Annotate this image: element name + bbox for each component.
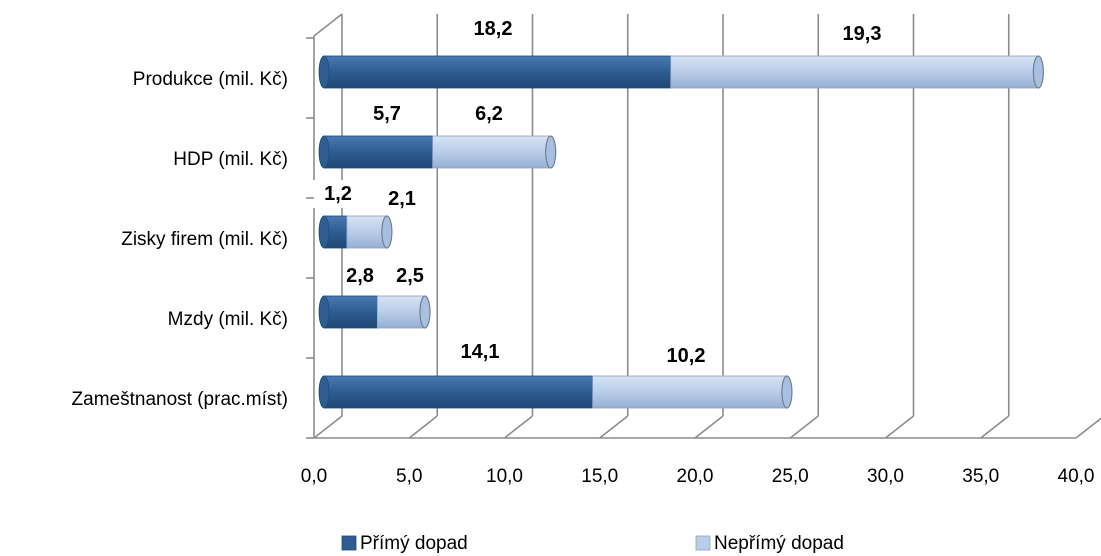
data-label: 2,1 (388, 188, 416, 210)
bar-end-cap (781, 375, 793, 409)
floor-gridline (599, 415, 629, 439)
bar-end-cap (381, 215, 393, 249)
legend-swatch (341, 535, 357, 551)
data-label: 5,7 (373, 103, 401, 125)
category-label: HDP (mil. Kč) (173, 149, 288, 170)
legend-label: Přímý dopad (360, 533, 468, 554)
chart-legend: Přímý dopad Nepřímý dopad (341, 533, 844, 554)
floor-gridline (1075, 417, 1101, 439)
data-label: 19,3 (843, 23, 882, 45)
bar-start-cap (318, 375, 330, 409)
data-label: 2,8 (346, 265, 374, 287)
chart-bars (318, 55, 1044, 409)
data-label: 18,2 (474, 18, 513, 40)
x-tick-label: 35,0 (962, 466, 999, 487)
chart-data-labels: 18,2 5,7 1,2 2,8 14,1 19,3 6,2 2,1 2,5 10,2 (312, 18, 881, 367)
floor-gridline (504, 415, 533, 439)
data-label: 2,5 (396, 265, 424, 287)
data-label: 1,2 (324, 183, 352, 205)
side-wall-top-edge (313, 13, 343, 37)
bar-secondary (346, 215, 388, 249)
bar-secondary (376, 295, 426, 329)
category-label: Zameštnanost (prac.míst) (72, 389, 288, 410)
bar-end-cap (545, 135, 557, 169)
x-tick-label: 5,0 (396, 466, 422, 487)
category-label: Mzdy (mil. Kč) (168, 309, 288, 330)
floor-gridline (694, 415, 724, 439)
data-label: 6,2 (475, 103, 503, 125)
bar-primary (323, 135, 433, 169)
data-label: 14,1 (461, 341, 500, 363)
x-tick-label: 20,0 (677, 466, 714, 487)
chart-axes: 0,0 5,0 10,0 15,0 20,0 25,0 30,0 35,0 40,0 Produk… (72, 37, 1095, 487)
x-tick-label: 40,0 (1058, 466, 1095, 487)
bar-start-cap (318, 55, 330, 89)
data-label: 10,2 (667, 345, 706, 367)
x-tick-label: 30,0 (867, 466, 904, 487)
x-tick-label: 25,0 (772, 466, 809, 487)
floor-gridline (313, 415, 343, 439)
category-label: Produkce (mil. Kč) (133, 69, 288, 90)
x-tick-label: 0,0 (301, 466, 327, 487)
bar-end-cap (1032, 55, 1044, 89)
category-label: Zisky firem (mil. Kč) (121, 229, 288, 250)
bar-secondary (670, 55, 1039, 89)
bar-secondary (432, 135, 552, 169)
bar-primary (323, 375, 594, 409)
bar-secondary (592, 375, 788, 409)
bar-start-cap (318, 295, 330, 329)
floor-gridline (980, 415, 1010, 439)
legend-swatch (695, 535, 711, 551)
floor-gridline (885, 415, 914, 439)
bar-start-cap (318, 135, 330, 169)
bar-start-cap (318, 215, 330, 249)
bar-end-cap (419, 295, 431, 329)
x-tick-label: 10,0 (486, 466, 523, 487)
floor-gridline (789, 415, 819, 439)
floor-gridline (408, 415, 438, 439)
x-tick-label: 15,0 (581, 466, 618, 487)
bar-primary (323, 295, 378, 329)
data-label-background (312, 180, 362, 208)
bar-primary (323, 55, 672, 89)
legend-label: Nepřímý dopad (714, 533, 844, 554)
